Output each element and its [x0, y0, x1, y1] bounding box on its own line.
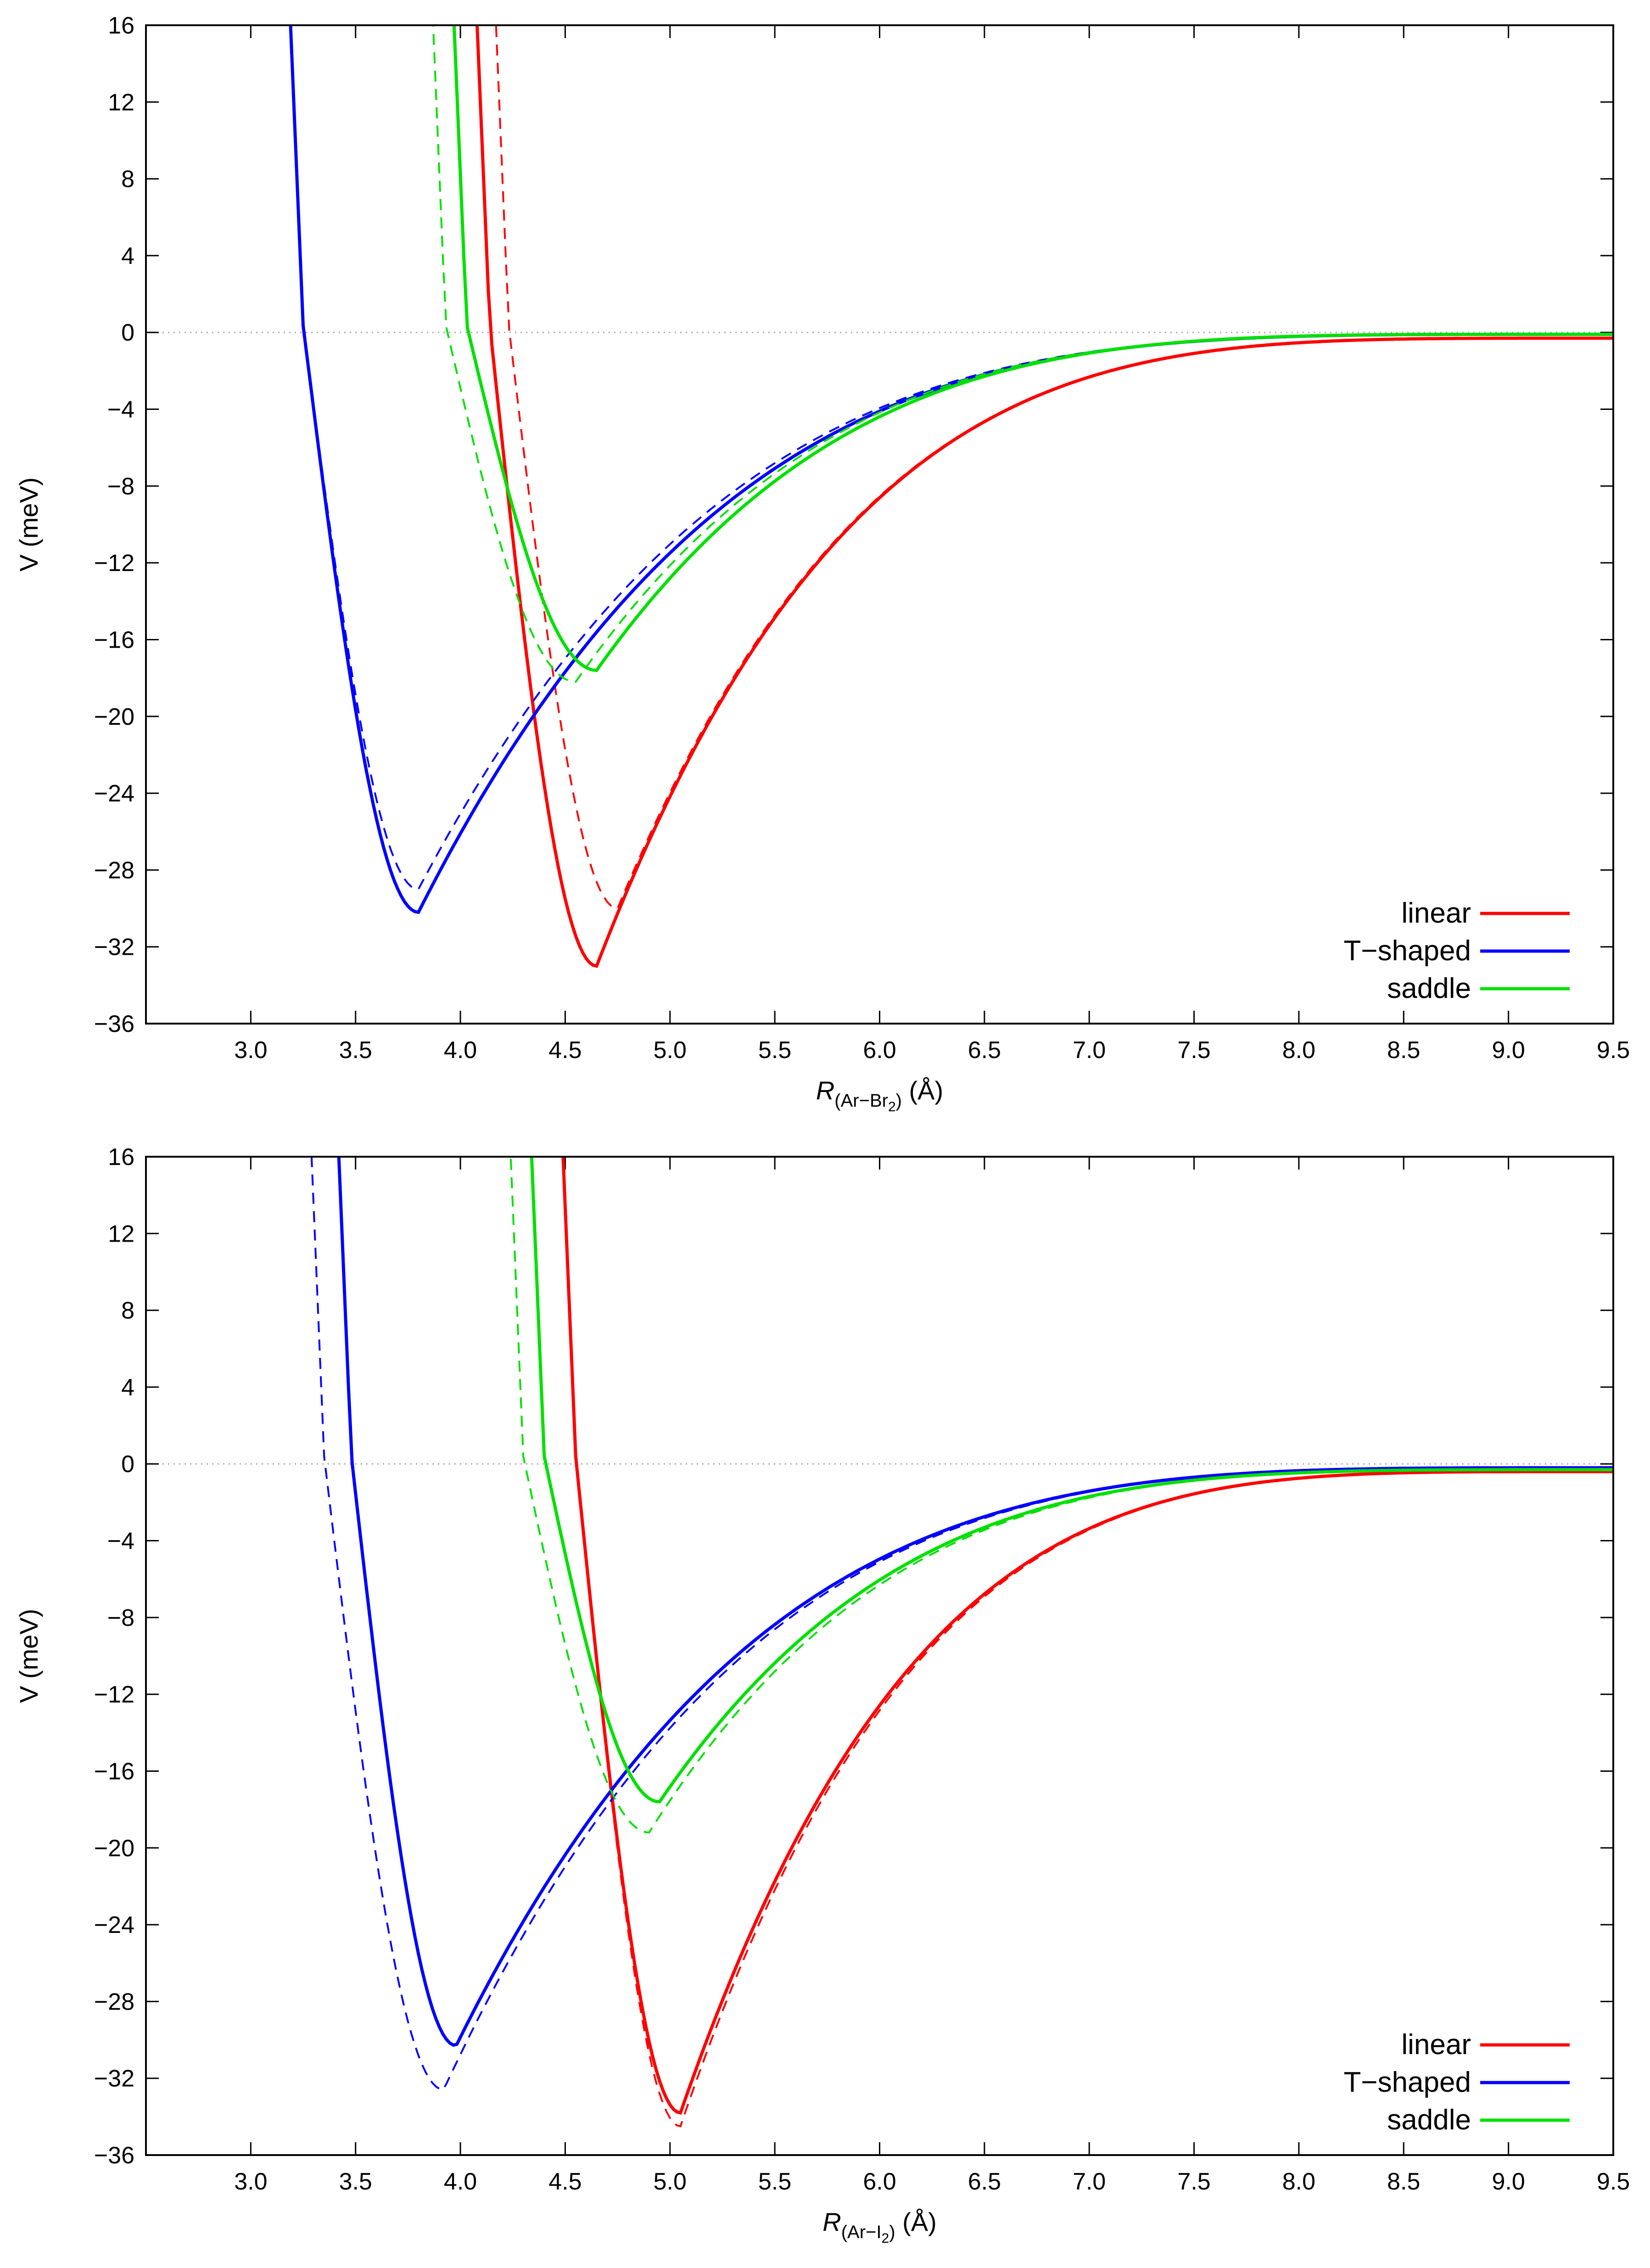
x-tick-label: 9.5 [1597, 2168, 1630, 2195]
x-tick-label: 3.0 [234, 1037, 267, 1064]
x-tick-label: 6.0 [863, 2168, 896, 2195]
x-tick-label: 5.0 [654, 2168, 687, 2195]
legend: linear T−shaped saddle [1344, 2029, 1570, 2136]
legend: linear T−shaped saddle [1344, 897, 1570, 1004]
x-tick-label: 3.5 [339, 1037, 372, 1064]
series-saddle-line [452, 25, 1613, 672]
x-tick-label: 7.5 [1177, 1037, 1210, 1064]
series-t-shaped-line [337, 1157, 1613, 2047]
x-axis-label: R(Ar−Br2) (Å) [816, 1076, 943, 1114]
x-axis-subscript-index: 2 [888, 1099, 896, 1114]
x-tick-label: 4.0 [444, 1037, 477, 1064]
y-tick-label: 16 [108, 1144, 134, 1170]
x-tick-label: 4.0 [444, 2168, 477, 2195]
y-tick-label: −8 [107, 1605, 134, 1631]
y-tick-label: −32 [94, 934, 134, 961]
x-tick-label: 4.5 [548, 1037, 582, 1064]
y-tick-label: −4 [107, 397, 134, 423]
x-axis-symbol: R [816, 1076, 834, 1105]
legend-label: T−shaped [1344, 2066, 1471, 2098]
x-tick-label: 4.5 [548, 2168, 582, 2195]
x-tick-label: 6.5 [968, 2168, 1001, 2195]
y-tick-label: −24 [94, 1912, 134, 1938]
y-tick-label: 12 [108, 89, 134, 116]
x-axis-unit: (Å) [895, 2207, 937, 2236]
x-tick-label: 9.5 [1597, 1037, 1630, 1064]
y-tick-label: −16 [94, 1758, 134, 1785]
y-axis-label: V (meV) [14, 477, 43, 571]
y-axis-label: V (meV) [14, 1609, 43, 1703]
chart-panel-top: 16 12 8 4 0 −4 −8 −12 −16 −20 −24 −28 −32 −36 3.0 3.5 4.… [14, 12, 1630, 1114]
x-axis-label: R(Ar−I2) (Å) [822, 2207, 936, 2246]
y-tick-label: 16 [108, 12, 134, 39]
x-tick-label: 3.5 [339, 2168, 372, 2195]
x-tick-label: 8.0 [1282, 1037, 1315, 1064]
series-group [310, 1157, 1613, 2128]
legend-label: T−shaped [1344, 935, 1471, 967]
x-tick-label: 6.0 [863, 1037, 896, 1064]
y-tick-label: 0 [121, 1451, 134, 1478]
x-tick-label: 5.0 [654, 1037, 687, 1064]
legend-label: linear [1401, 2029, 1471, 2061]
y-tick-label: −28 [94, 857, 134, 884]
x-tick-label: 7.5 [1177, 2168, 1210, 2195]
legend-label: saddle [1387, 973, 1471, 1004]
y-tick-label: −20 [94, 1835, 134, 1862]
x-tick-label: 6.5 [968, 1037, 1001, 1064]
x-tick-label: 8.5 [1387, 1037, 1420, 1064]
x-tick-label: 9.0 [1492, 1037, 1525, 1064]
x-axis-unit: (Å) [902, 1076, 943, 1105]
y-tick-label: 8 [121, 166, 134, 193]
y-tick-label: −36 [94, 2142, 134, 2169]
y-tick-label: 4 [121, 1374, 134, 1401]
series-t-shaped-dashed-line [290, 25, 1613, 890]
x-tick-label: 9.0 [1492, 2168, 1525, 2195]
legend-label: saddle [1387, 2104, 1471, 2136]
series-t-shaped-dashed-line [310, 1157, 1613, 2091]
x-axis-subscript: (Ar−Br [834, 1091, 888, 1111]
x-tick-label: 5.5 [758, 2168, 791, 2195]
y-tick-label: −8 [107, 473, 134, 500]
x-tick-label: 7.0 [1073, 2168, 1106, 2195]
y-tick-label: 12 [108, 1221, 134, 1247]
y-tick-label: 8 [121, 1298, 134, 1324]
y-tick-label: 4 [121, 243, 134, 269]
y-tick-label: −28 [94, 1988, 134, 2015]
x-tick-label: 5.5 [758, 1037, 791, 1064]
series-linear-dashed-line [562, 1157, 1613, 2128]
series-saddle-line [530, 1157, 1613, 1804]
series-saddle-dashed-line [432, 25, 1613, 683]
plot-frame [145, 24, 1614, 1025]
x-tick-label: 7.0 [1073, 1037, 1106, 1064]
y-tick-label: −24 [94, 780, 134, 807]
y-tick-label: −12 [94, 1681, 134, 1708]
y-tick-label: −32 [94, 2066, 134, 2092]
series-t-shaped-line [289, 25, 1613, 914]
x-tick-label: 3.0 [234, 2168, 267, 2195]
series-linear-line [475, 25, 1613, 968]
chart-panel-bottom: 16 12 8 4 0 −4 −8 −12 −16 −20 −24 −28 −32 −36 3.0 3.5 4.… [14, 1144, 1630, 2246]
y-tick-label: −36 [94, 1011, 134, 1037]
y-tick-label: 0 [121, 319, 134, 346]
series-linear-dashed-line [495, 25, 1613, 910]
x-axis-symbol: R [822, 2207, 841, 2236]
legend-label: linear [1401, 897, 1471, 929]
x-axis-subscript-index: 2 [882, 2231, 889, 2246]
series-group [289, 25, 1613, 968]
x-axis-subscript-close: ) [889, 2222, 895, 2242]
y-tick-label: −12 [94, 550, 134, 577]
y-tick-label: −20 [94, 704, 134, 730]
x-axis-subscript-close: ) [896, 1091, 902, 1111]
plot-frame [145, 1156, 1614, 2156]
y-tick-label: −4 [107, 1528, 134, 1555]
y-tick-label: −16 [94, 627, 134, 653]
x-tick-label: 8.0 [1282, 2168, 1315, 2195]
x-axis-subscript: (Ar−I [841, 2222, 882, 2242]
x-tick-label: 8.5 [1387, 2168, 1420, 2195]
